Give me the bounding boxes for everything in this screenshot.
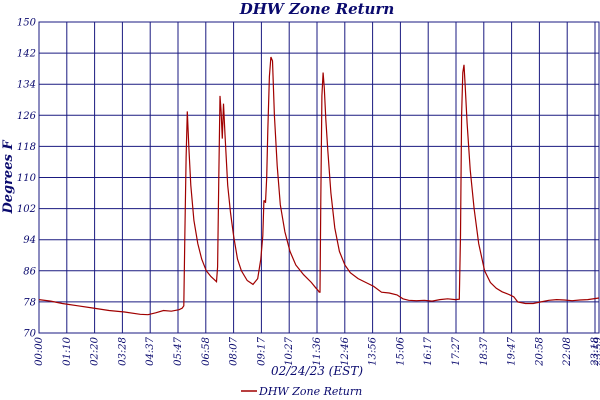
x-tick-label: 23:59: [593, 336, 600, 366]
x-tick-label: 00:00: [34, 336, 45, 365]
y-tick-labels: 70 78 86 94 102 110 118 126 134 142 150: [17, 18, 37, 340]
x-tick-label: 10:27: [284, 336, 295, 365]
plot-frame: [38, 21, 600, 334]
x-tick-label: 18:37: [479, 336, 490, 365]
x-tick-label: 12:46: [340, 336, 351, 365]
y-tick-label: 142: [17, 49, 36, 60]
x-tick-label: 03:28: [117, 337, 128, 366]
x-axis-label: 02/24/23 (EST): [271, 364, 363, 378]
x-tick-label: 08:07: [229, 336, 240, 365]
grid: [39, 21, 599, 334]
y-tick-label: 110: [17, 173, 37, 184]
legend-label: DHW Zone Return: [258, 385, 362, 398]
y-tick-label: 70: [23, 329, 36, 340]
y-axis-label: Degrees F: [1, 140, 16, 215]
x-tick-label: 13:56: [368, 336, 379, 365]
y-tick-label: 150: [17, 18, 37, 29]
y-tick-label: 94: [23, 235, 36, 246]
series-line-dhw-zone-return: [38, 56, 600, 316]
y-tick-label: 102: [17, 204, 36, 215]
x-tick-labels: 00:00 01:10 02:20 03:28 04:37 05:47 06:58 08:07…: [34, 336, 600, 366]
y-tick-label: 134: [17, 80, 36, 91]
x-tick-label: 22:08: [562, 337, 573, 367]
x-tick-label: 04:37: [145, 336, 156, 365]
x-tick-label: 11:36: [312, 336, 323, 365]
y-tick-label: 86: [23, 266, 36, 277]
x-tick-label: 23:18: [590, 337, 600, 367]
x-tick-label: 19:47: [507, 336, 518, 365]
chart-title: DHW Zone Return: [239, 0, 395, 18]
legend: DHW Zone Return: [241, 385, 362, 398]
x-tick-label: 09:17: [256, 336, 267, 365]
x-tick-label: 16:17: [423, 336, 434, 365]
x-tick-label: 01:10: [62, 336, 73, 365]
x-tick-label: 17:27: [451, 336, 462, 365]
x-tick-label: 15:06: [395, 336, 406, 365]
y-tick-label: 118: [17, 142, 36, 153]
x-tick-label: 06:58: [201, 337, 212, 366]
x-tick-label: 20:58: [534, 337, 545, 367]
x-tick-label: 02:20: [90, 336, 101, 365]
x-tick-label: 05:47: [173, 336, 184, 365]
y-tick-label: 78: [23, 297, 36, 308]
y-tick-label: 126: [17, 111, 37, 122]
